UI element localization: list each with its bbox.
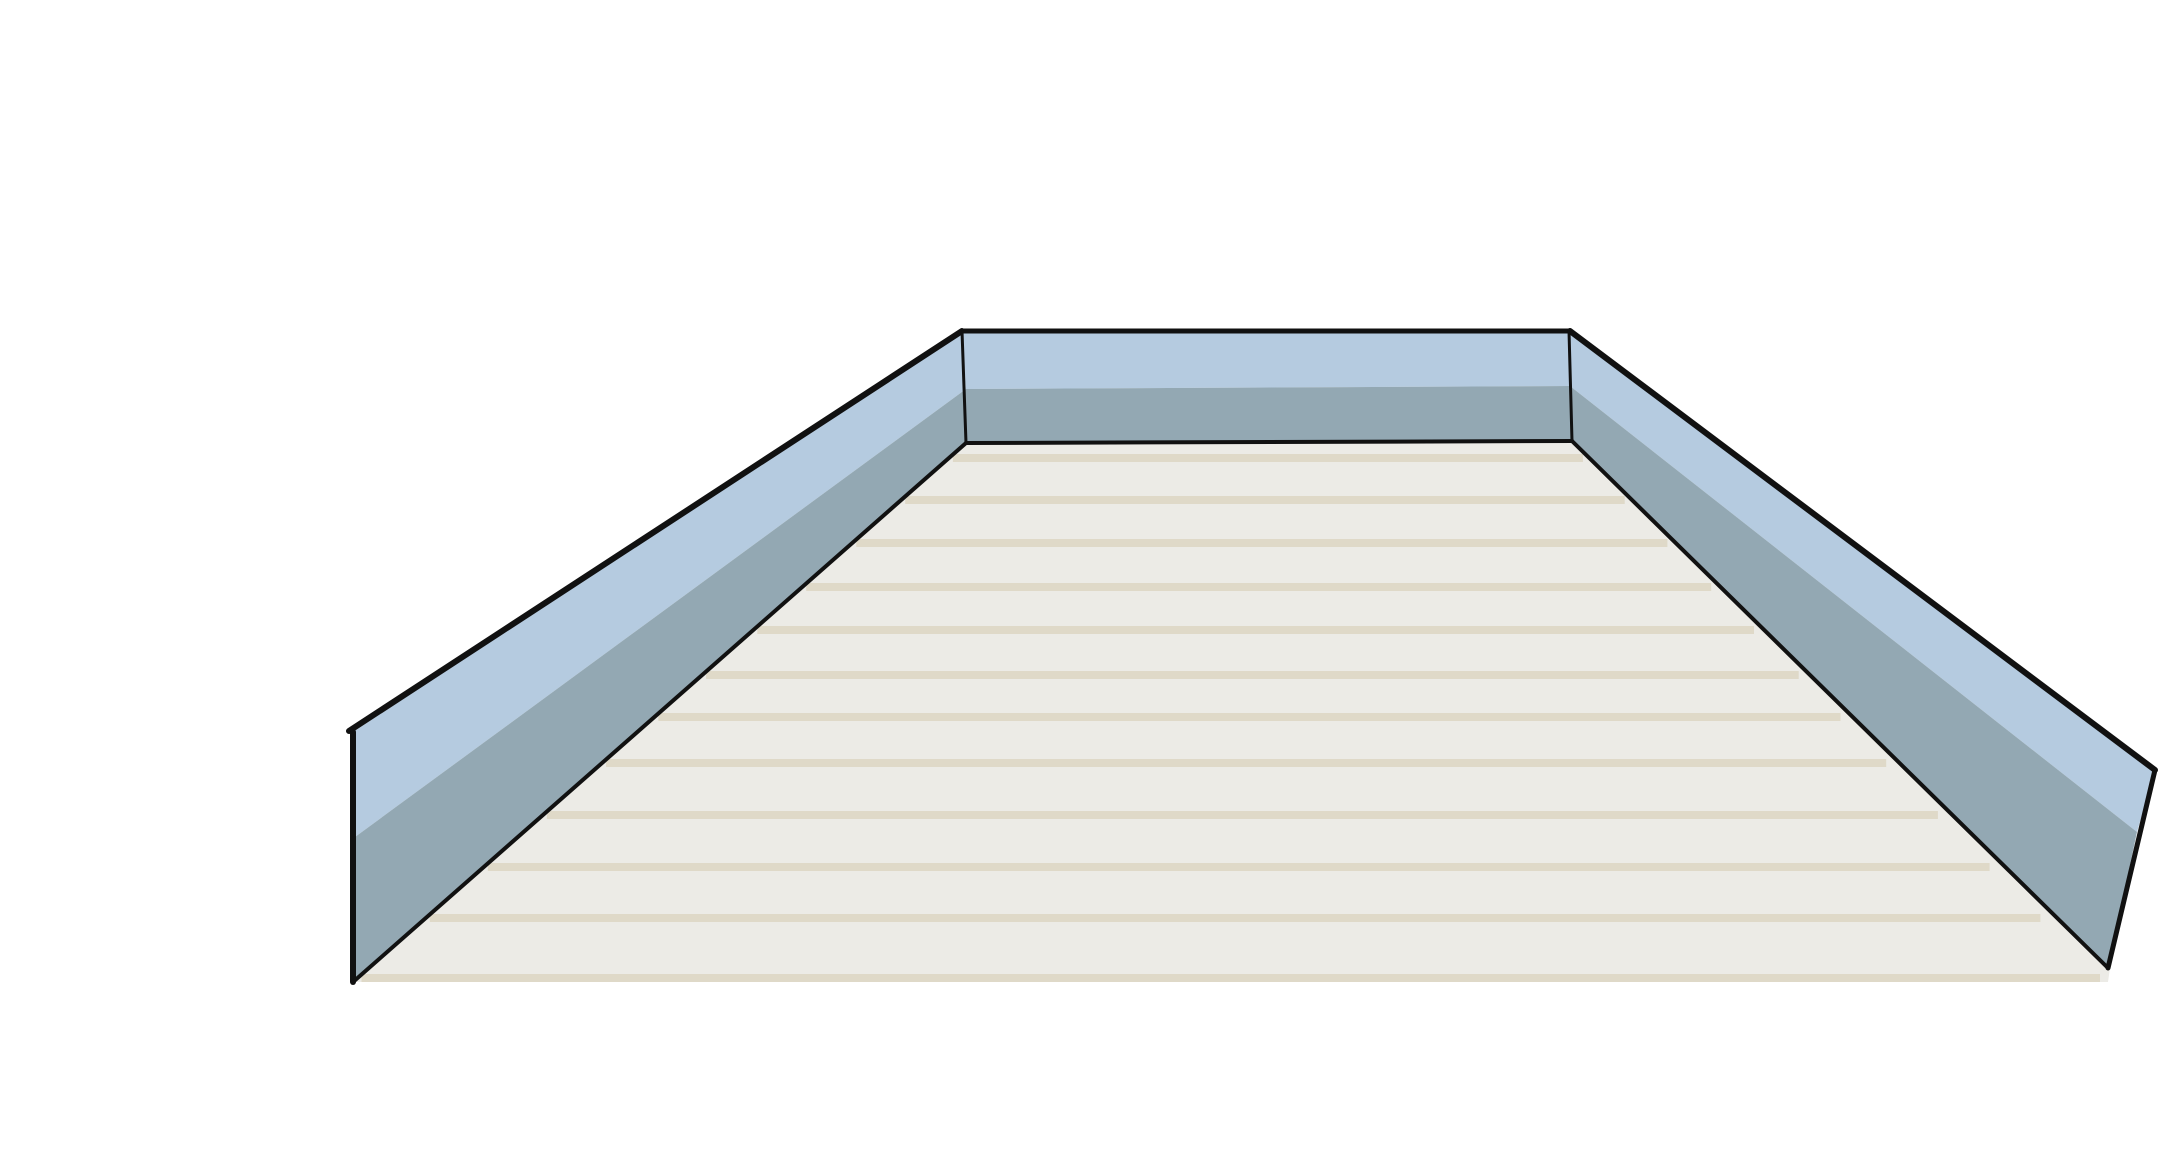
back-wall-top-band bbox=[962, 331, 1570, 389]
floor-surface bbox=[353, 441, 2110, 982]
left-wall-top-edge bbox=[346, 328, 965, 734]
right-wall-lower-panel bbox=[1570, 386, 2137, 968]
back-floor-edge bbox=[964, 439, 1574, 445]
left-corner-post bbox=[960, 329, 968, 445]
deck-floor bbox=[353, 441, 2110, 982]
left-wall-top-band bbox=[353, 331, 966, 837]
left-wall bbox=[353, 331, 966, 982]
right-wall-top-edge bbox=[1567, 328, 2158, 773]
right-floor-edge bbox=[1570, 439, 2110, 970]
right-wall bbox=[1570, 331, 2155, 968]
back-wall bbox=[962, 331, 1572, 443]
left-wall-lower-panel bbox=[353, 389, 966, 982]
floor-planks bbox=[361, 454, 2100, 982]
right-wall-top-band bbox=[1570, 331, 2155, 832]
deck-outlines bbox=[346, 328, 2158, 985]
left-floor-edge bbox=[351, 441, 968, 984]
right-wall-front-post bbox=[2105, 767, 2158, 971]
right-corner-post bbox=[1567, 329, 1574, 443]
back-wall-lower-panel bbox=[966, 386, 1572, 443]
